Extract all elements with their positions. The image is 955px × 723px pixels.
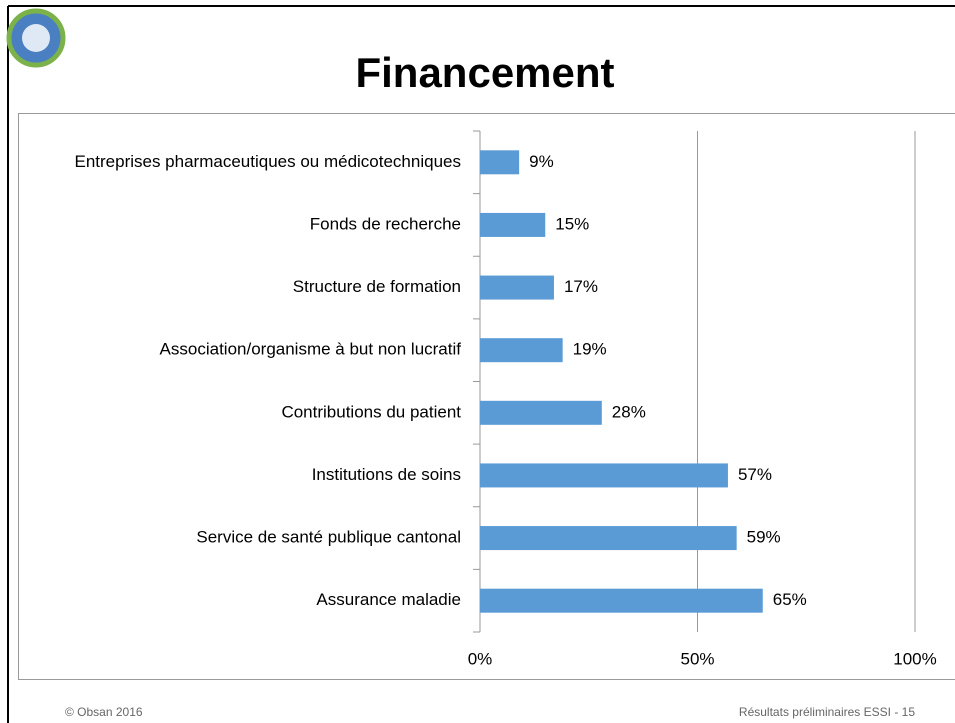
footer-left: © Obsan 2016: [65, 705, 143, 719]
value-label: 57%: [738, 465, 772, 484]
value-label: 59%: [747, 528, 781, 547]
category-label: Fonds de recherche: [310, 214, 461, 233]
x-tick-label: 50%: [680, 649, 714, 668]
category-label: Entreprises pharmaceutiques ou médicotec…: [74, 152, 461, 171]
bar: [480, 588, 763, 613]
logo: [6, 8, 66, 68]
bar: [480, 150, 520, 175]
bar: [480, 212, 546, 237]
bar: [480, 338, 563, 363]
x-tick-label: 0%: [468, 649, 493, 668]
footer-right: Résultats préliminaires ESSI - 15: [739, 705, 915, 719]
value-label: 9%: [529, 152, 554, 171]
category-label: Service de santé publique cantonal: [196, 528, 461, 547]
chart-frame: [18, 113, 955, 680]
category-label: Association/organisme à but non lucratif: [160, 340, 462, 359]
x-tick-label: 100%: [893, 649, 936, 668]
value-label: 19%: [573, 340, 607, 359]
category-label: Contributions du patient: [281, 402, 461, 421]
value-label: 65%: [773, 590, 807, 609]
bar: [480, 526, 737, 551]
category-label: Structure de formation: [293, 277, 461, 296]
bar: [480, 275, 554, 300]
bar: [480, 400, 602, 425]
category-label: Assurance maladie: [316, 590, 461, 609]
value-label: 15%: [555, 214, 589, 233]
chart-title: Financement: [355, 49, 614, 96]
value-label: 17%: [564, 277, 598, 296]
bar: [480, 463, 728, 488]
value-label: 28%: [612, 402, 646, 421]
category-label: Institutions de soins: [312, 465, 461, 484]
